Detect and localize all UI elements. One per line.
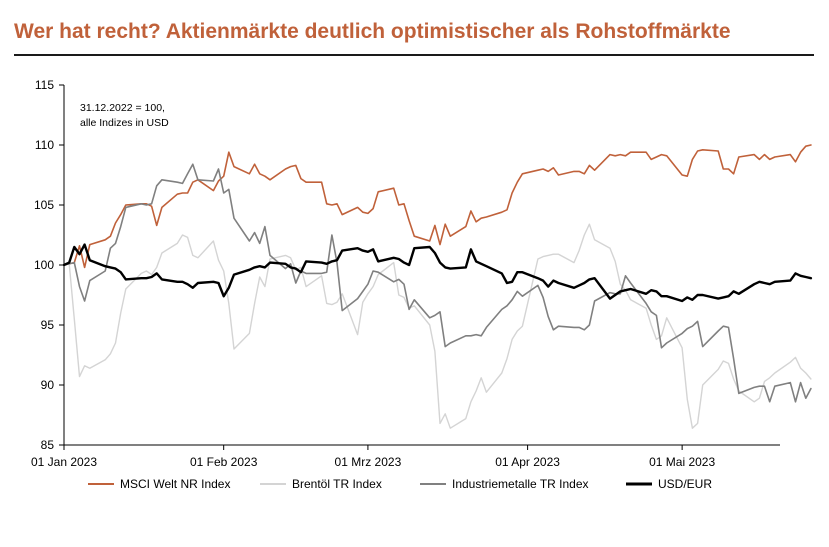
- title-divider: [14, 54, 814, 56]
- y-axis: 85 90 95 100 105 110 115: [34, 78, 65, 452]
- series-line-metals: [63, 163, 812, 403]
- series-lines: [62, 144, 813, 429]
- x-tick-label: 01 Apr 2023: [495, 455, 560, 469]
- annotation-line-1: 31.12.2022 = 100,: [80, 102, 165, 114]
- y-tick-label: 115: [35, 78, 54, 92]
- legend: MSCI Welt NR Index Brentöl TR Index Indu…: [88, 477, 712, 491]
- legend-label-brent: Brentöl TR Index: [292, 477, 382, 491]
- x-axis: 01 Jan 2023 01 Feb 2023 01 Mrz 2023 01 Apr …: [31, 444, 780, 469]
- legend-item-usdeur: USD/EUR: [626, 477, 712, 491]
- y-tick-label: 85: [41, 438, 55, 452]
- y-tick-label: 110: [35, 138, 54, 152]
- legend-label-metals: Industriemetalle TR Index: [452, 477, 589, 491]
- legend-item-msci: MSCI Welt NR Index: [88, 477, 230, 491]
- legend-item-metals: Industriemetalle TR Index: [420, 477, 589, 491]
- y-tick-label: 90: [41, 378, 55, 392]
- series-line-usdeur: [62, 243, 813, 303]
- annotation-line-2: alle Indizes in USD: [80, 117, 169, 129]
- x-tick-label: 01 Mai 2023: [649, 455, 715, 469]
- x-tick-label: 01 Mrz 2023: [335, 455, 402, 469]
- legend-item-brent: Brentöl TR Index: [260, 477, 382, 491]
- y-tick-label: 100: [34, 258, 54, 272]
- chart-annotation: 31.12.2022 = 100, alle Indizes in USD: [80, 102, 169, 129]
- series-line-msci: [63, 144, 812, 269]
- x-tick-label: 01 Jan 2023: [31, 455, 97, 469]
- legend-label-usdeur: USD/EUR: [658, 477, 712, 491]
- y-tick-label: 105: [34, 198, 54, 212]
- x-tick-label: 01 Feb 2023: [190, 455, 258, 469]
- legend-label-msci: MSCI Welt NR Index: [120, 477, 230, 491]
- series-line-brent: [63, 223, 812, 429]
- y-tick-label: 95: [41, 318, 55, 332]
- chart-title: Wer hat recht? Aktienmärkte deutlich opt…: [14, 20, 731, 43]
